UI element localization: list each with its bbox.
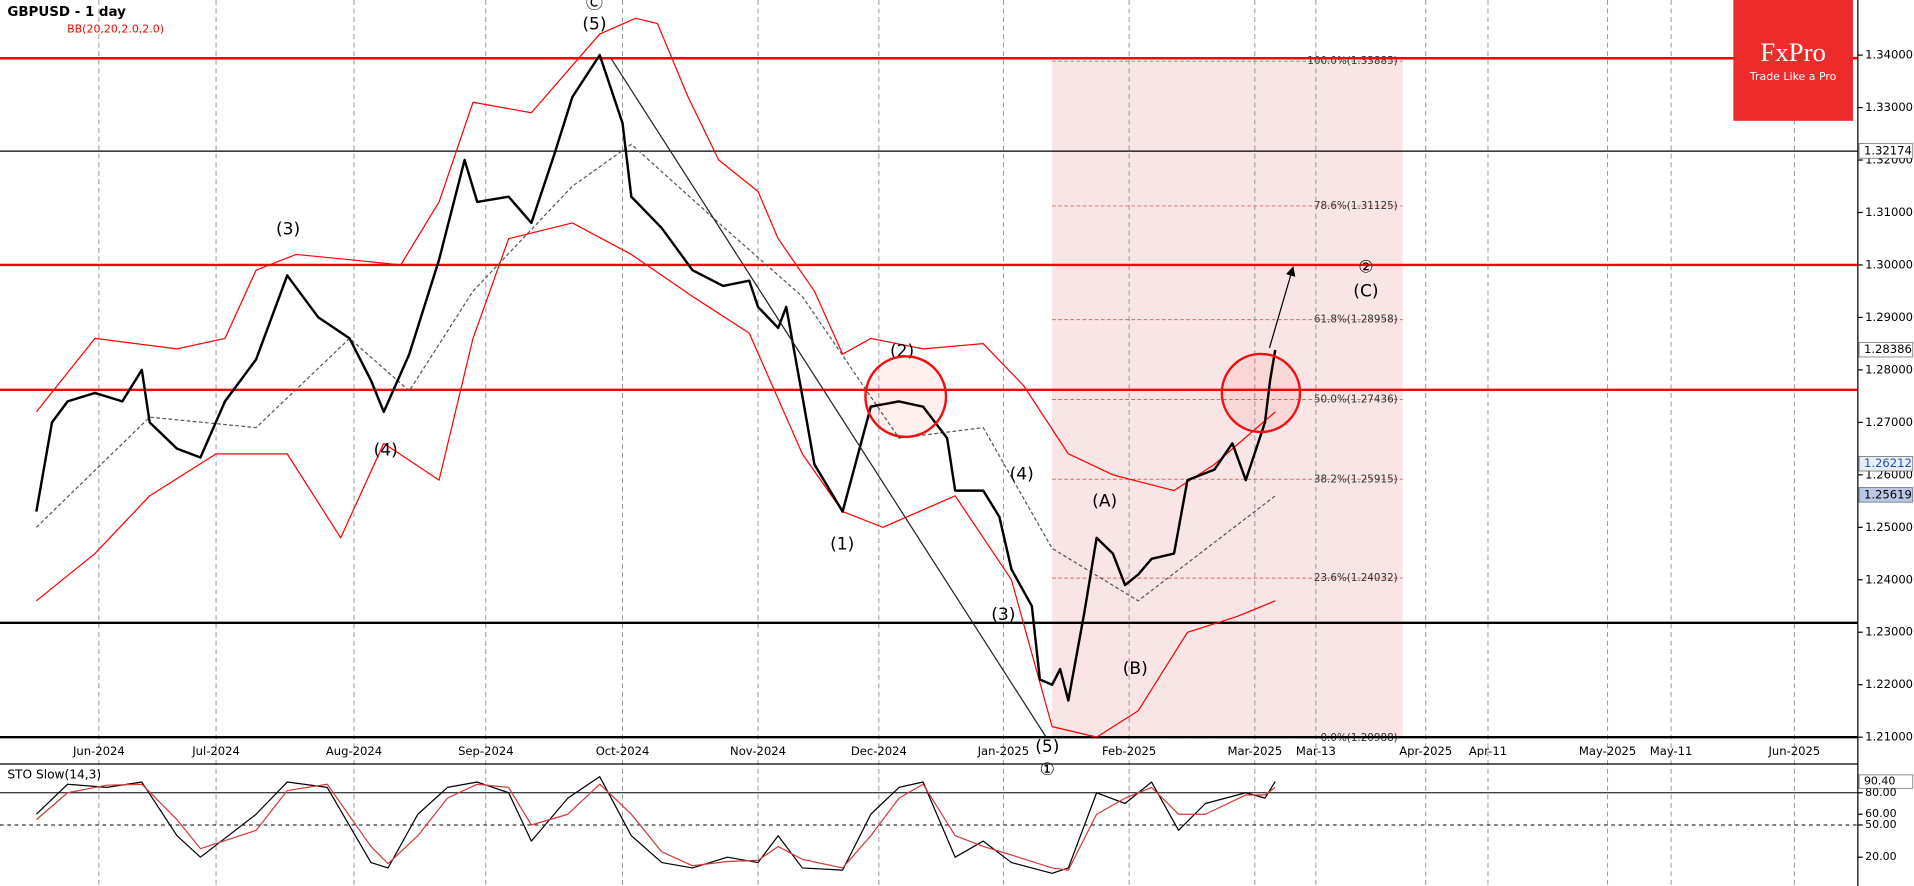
wave-label: (B) xyxy=(1123,659,1148,679)
y-tick-label: 60.00 xyxy=(1865,807,1896,820)
wave-label: ② xyxy=(1358,257,1373,277)
x-tick-label: Jun-2025 xyxy=(1768,744,1821,758)
y-tick-label: 1.24000 xyxy=(1865,572,1913,586)
x-tick-label: Sep-2024 xyxy=(458,744,513,758)
wave-label: (3) xyxy=(991,605,1015,625)
x-tick-label: Mar-2025 xyxy=(1227,744,1282,758)
price-label-box xyxy=(1858,456,1914,472)
x-tick-label: Jun-2024 xyxy=(72,744,125,758)
x-tick-label: Aug-2024 xyxy=(326,744,382,758)
x-tick-label: Oct-2024 xyxy=(596,744,650,758)
wave-label: (5) xyxy=(1035,737,1059,757)
price-label: 1.25619 xyxy=(1864,487,1912,501)
wave-label: (4) xyxy=(1010,465,1034,485)
price-label: 1.32174 xyxy=(1864,143,1912,157)
stoch-layer xyxy=(0,776,1858,874)
series-line xyxy=(35,222,1276,738)
y-tick-label: 1.23000 xyxy=(1865,625,1913,639)
wave-label: (4) xyxy=(374,440,398,460)
brand-slogan: Trade Like a Pro xyxy=(1749,70,1837,83)
fib-label: 23.6%(1.24032) xyxy=(1314,572,1398,584)
wave-label: ① xyxy=(1040,760,1055,780)
y-tick-label: 1.29000 xyxy=(1865,310,1913,324)
highlight-circle xyxy=(864,355,948,439)
y-tick-label: 1.25000 xyxy=(1865,520,1913,534)
indicator-label: BB(20,20,2.0,2.0) xyxy=(67,22,164,35)
chart-title: GBPUSD - 1 day xyxy=(7,5,126,20)
wave-label: (5) xyxy=(582,14,606,34)
highlight-circle xyxy=(1220,352,1302,434)
x-tick-label: Feb-2025 xyxy=(1102,744,1156,758)
brand-logo xyxy=(1733,0,1853,121)
indicator-title: STO Slow(14,3) xyxy=(7,767,101,781)
series-line xyxy=(35,783,1276,871)
wave-label: (1) xyxy=(830,534,854,554)
x-tick-label: Dec-2024 xyxy=(851,744,907,758)
y-tick-label: 80.00 xyxy=(1865,786,1896,799)
price-label: 1.26212 xyxy=(1864,456,1912,470)
y-tick-label: 1.30000 xyxy=(1865,257,1913,271)
current-value-box xyxy=(1858,774,1914,789)
series-line xyxy=(35,53,1277,702)
y-tick-label: 1.28000 xyxy=(1865,362,1913,376)
brand-name: FxPro xyxy=(1760,37,1826,67)
y-tick-label: 50.00 xyxy=(1865,818,1896,831)
wave-label: (C) xyxy=(1353,282,1378,302)
fib-label: 61.8%(1.28958) xyxy=(1314,314,1398,326)
y-tick-label: 1.34000 xyxy=(1865,48,1913,62)
wave-label: Ⓒ xyxy=(586,0,603,14)
y-tick-label: 1.27000 xyxy=(1865,415,1913,429)
x-tick-label: Mar-13 xyxy=(1296,744,1336,758)
main-layer: Ⓒ(5)(3)(4)(1)(2)(4)(3)(5)①(A)(B)②(C) xyxy=(0,0,1858,780)
y-tick-label: 1.21000 xyxy=(1865,730,1913,744)
y-tick-label: 20.00 xyxy=(1865,850,1896,863)
fib-label: 78.6%(1.31125) xyxy=(1314,200,1398,212)
wave-label: (3) xyxy=(276,219,300,239)
current-value-label: 90.40 xyxy=(1864,775,1895,788)
price-label-box xyxy=(1858,143,1914,159)
price-label-box xyxy=(1858,341,1914,358)
series-line xyxy=(35,143,1276,602)
x-tick-label: Jul-2024 xyxy=(191,744,240,758)
right-axis-area xyxy=(1857,0,1914,886)
y-tick-label: 1.33000 xyxy=(1865,100,1913,114)
x-tick-label: May-11 xyxy=(1650,744,1693,758)
fib-layer: 100.0%(1.33885) 78.6%(1.31125) 61.8%(1.289… xyxy=(1052,55,1403,744)
fib-label: 38.2%(1.25915) xyxy=(1314,473,1398,485)
price-label: 1.28386 xyxy=(1864,342,1912,356)
trend-line xyxy=(609,57,1047,738)
series-line xyxy=(35,776,1276,874)
y-tick-label: 1.31000 xyxy=(1865,205,1913,219)
axis-layer: Jun-2024 Jul-2024 Aug-2024 Sep-2024 Oct-2024… xyxy=(72,48,1914,863)
series-line xyxy=(35,17,1276,492)
x-tick-label: Nov-2024 xyxy=(730,744,786,758)
x-tick-label: Apr-2025 xyxy=(1399,744,1452,758)
fib-label: 100.0%(1.33885) xyxy=(1307,55,1397,67)
wave-label: (A) xyxy=(1092,492,1117,512)
x-tick-label: Jan-2025 xyxy=(977,744,1030,758)
y-tick-label: 1.22000 xyxy=(1865,677,1913,691)
x-tick-label: May-2025 xyxy=(1579,744,1636,758)
fib-label: 50.0%(1.27436) xyxy=(1314,393,1398,405)
price-label-box xyxy=(1858,487,1914,503)
projection-arrow xyxy=(1268,266,1296,348)
x-tick-label: Apr-11 xyxy=(1469,744,1507,758)
